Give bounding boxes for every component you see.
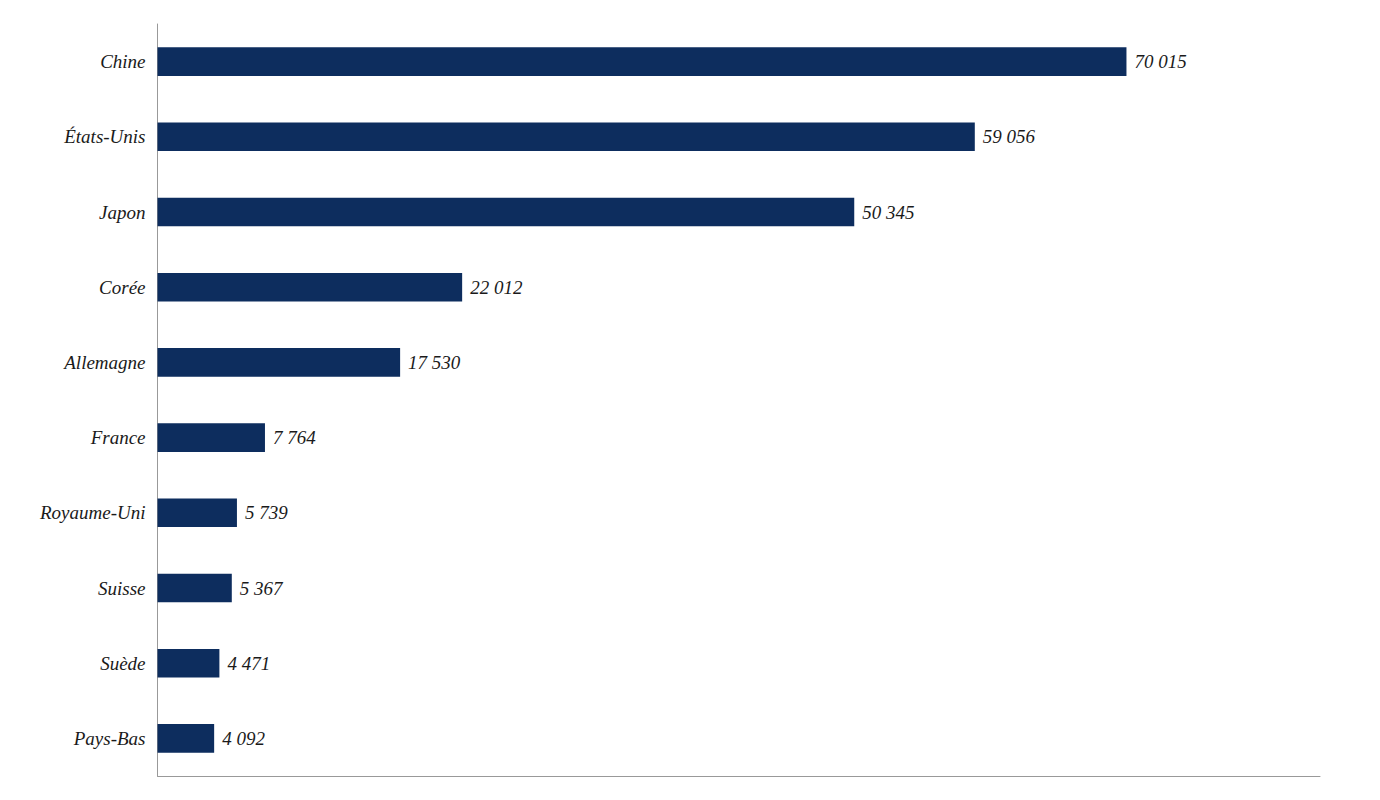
svg-text:Royaume-Uni: Royaume-Uni — [39, 502, 146, 523]
svg-text:5 367: 5 367 — [240, 578, 284, 599]
svg-text:Suisse: Suisse — [98, 578, 146, 599]
svg-text:7 764: 7 764 — [273, 427, 316, 448]
svg-text:France: France — [90, 427, 146, 448]
svg-text:Chine: Chine — [100, 51, 145, 72]
svg-text:4 471: 4 471 — [227, 653, 270, 674]
svg-text:Suède: Suède — [100, 653, 145, 674]
svg-text:22 012: 22 012 — [470, 277, 523, 298]
svg-text:50 345: 50 345 — [862, 202, 914, 223]
svg-text:Japon: Japon — [99, 202, 145, 223]
svg-text:Pays-Bas: Pays-Bas — [73, 728, 146, 749]
svg-text:59 056: 59 056 — [983, 126, 1036, 147]
svg-text:70 015: 70 015 — [1134, 51, 1186, 72]
svg-text:États-Unis: États-Unis — [63, 126, 145, 147]
svg-text:Allemagne: Allemagne — [62, 352, 145, 373]
svg-text:5 739: 5 739 — [245, 502, 288, 523]
svg-text:4 092: 4 092 — [222, 728, 265, 749]
svg-text:Corée: Corée — [99, 277, 145, 298]
svg-text:17 530: 17 530 — [408, 352, 461, 373]
